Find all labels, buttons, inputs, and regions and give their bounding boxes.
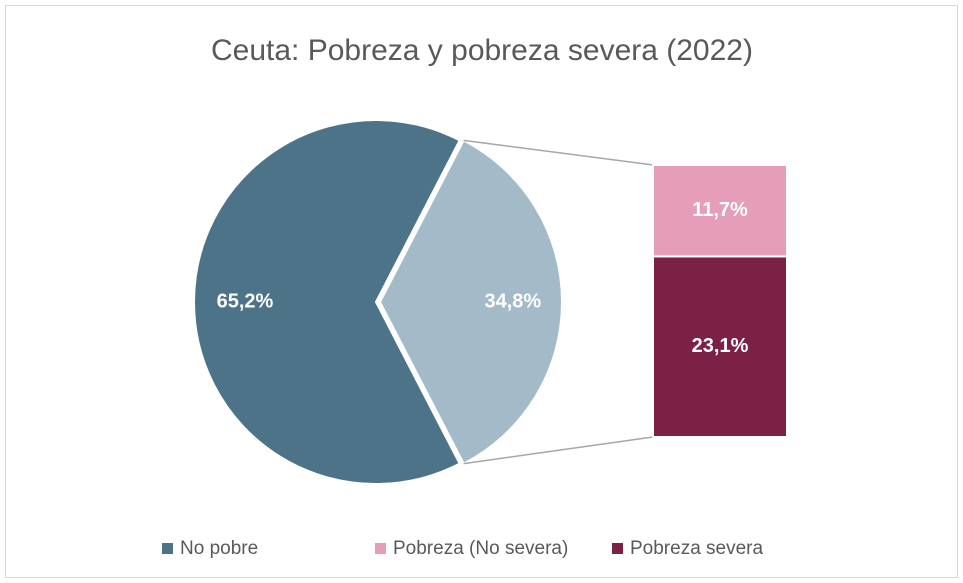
data-label: 11,7% (692, 199, 748, 221)
legend-label: Pobreza (No severa) (393, 538, 568, 559)
bar-segment (652, 164, 788, 258)
legend-swatch (375, 543, 386, 554)
bar-segment (652, 255, 788, 438)
pie-slice (193, 119, 461, 485)
legend-swatch (162, 543, 173, 554)
legend-label: Pobreza severa (630, 538, 764, 559)
chart-title: Ceuta: Pobreza y pobreza severa (2022) (211, 34, 753, 67)
connector-line (463, 139, 654, 166)
data-label: 65,2% (217, 290, 274, 312)
pie-slice (378, 139, 564, 465)
legend-swatch (612, 543, 623, 554)
data-label: 23,1% (692, 335, 749, 357)
connector-line (463, 436, 654, 465)
legend-label: No pobre (180, 538, 258, 559)
data-label: 34,8% (485, 290, 542, 312)
